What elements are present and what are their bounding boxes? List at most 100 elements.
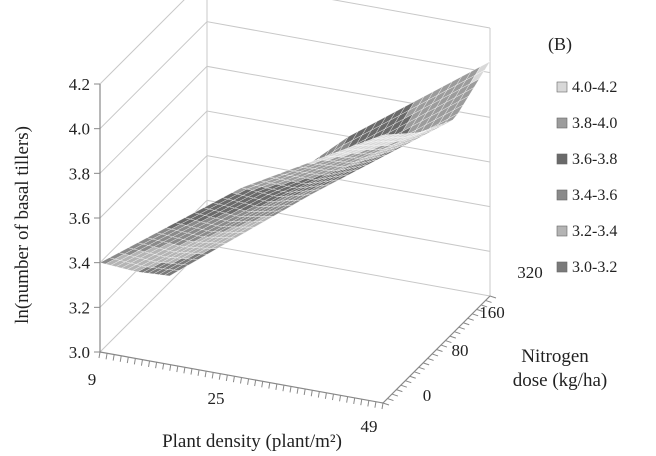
y-tick bbox=[449, 335, 457, 339]
x-tick bbox=[133, 358, 136, 365]
legend-swatch bbox=[556, 81, 568, 93]
x-tick-label: 25 bbox=[208, 389, 225, 408]
legend-swatch bbox=[556, 261, 568, 273]
x-tick bbox=[346, 396, 349, 403]
x-tick bbox=[247, 378, 250, 385]
y-tick bbox=[440, 344, 448, 348]
x-tick bbox=[211, 372, 214, 379]
x-tick bbox=[176, 365, 179, 373]
y-tick bbox=[414, 371, 421, 375]
y-tick bbox=[387, 398, 394, 402]
y-tick bbox=[418, 366, 425, 370]
grid-line bbox=[99, 0, 491, 85]
y-axis-label-line2: dose (kg/ha) bbox=[513, 370, 607, 391]
x-tick bbox=[317, 391, 320, 398]
legend-swatch bbox=[556, 153, 568, 165]
y-tick bbox=[458, 326, 465, 330]
y-axis-label-line1: Nitrogen bbox=[521, 346, 589, 367]
x-tick bbox=[218, 373, 221, 380]
y-tick-label: 320 bbox=[517, 263, 543, 282]
x-tick bbox=[360, 399, 363, 406]
x-tick bbox=[296, 387, 299, 394]
x-tick bbox=[155, 362, 158, 369]
legend-swatch bbox=[556, 189, 568, 201]
x-tick bbox=[324, 392, 327, 399]
y-tick bbox=[431, 353, 439, 357]
x-tick bbox=[268, 382, 271, 389]
x-tick bbox=[331, 393, 334, 401]
z-tick-label: 3.2 bbox=[69, 298, 90, 317]
x-tick bbox=[105, 353, 108, 360]
x-tick bbox=[381, 402, 384, 410]
y-tick bbox=[485, 299, 492, 303]
surface-plot bbox=[99, 60, 491, 277]
x-tick bbox=[254, 379, 257, 387]
x-tick bbox=[261, 381, 264, 388]
y-tick bbox=[427, 357, 434, 361]
y-tick bbox=[472, 313, 479, 317]
x-axis-label: Plant density (plant/m²) bbox=[162, 431, 342, 452]
x-tick-label: 9 bbox=[88, 370, 97, 389]
x-tick bbox=[204, 371, 207, 378]
y-tick bbox=[382, 402, 390, 406]
x-tick bbox=[119, 355, 122, 362]
x-tick bbox=[303, 388, 306, 396]
z-tick-label: 4.2 bbox=[69, 75, 90, 94]
x-tick bbox=[353, 397, 356, 404]
x-tick bbox=[289, 386, 292, 393]
y-tick bbox=[422, 362, 430, 366]
axes: 3.0 3.2 3.4 3.6 3.8 4.0 4.2 9 25 49 0 80 160 320 bbox=[69, 75, 543, 436]
y-tick-label: 80 bbox=[452, 341, 469, 360]
x-tick bbox=[225, 374, 228, 382]
surface-cell bbox=[373, 134, 389, 139]
x-tick bbox=[162, 363, 165, 370]
x-tick bbox=[112, 354, 115, 361]
legend-label: 3.8-4.0 bbox=[572, 115, 617, 132]
legend-label: 3.2-3.4 bbox=[572, 223, 617, 240]
z-tick-label: 3.8 bbox=[69, 164, 90, 183]
legend-swatch bbox=[556, 225, 568, 237]
y-tick bbox=[463, 322, 470, 326]
y-tick bbox=[391, 393, 399, 397]
x-tick bbox=[367, 400, 370, 407]
y-tick bbox=[436, 349, 443, 352]
y-tick bbox=[409, 375, 416, 379]
legend-label: 4.0-4.2 bbox=[572, 79, 617, 96]
y-tick bbox=[476, 308, 483, 312]
x-tick bbox=[98, 351, 101, 359]
z-tick-label: 3.6 bbox=[69, 209, 90, 228]
legend: 4.0-4.2 3.8-4.0 3.6-3.8 3.4-3.6 3.2-3.4 3.0-3… bbox=[556, 79, 617, 276]
x-tick bbox=[374, 401, 377, 408]
x-tick bbox=[126, 357, 129, 364]
x-tick bbox=[148, 360, 151, 368]
x-tick bbox=[275, 383, 278, 390]
y-tick bbox=[396, 389, 403, 393]
panel-label: (B) bbox=[548, 34, 572, 55]
y-tick bbox=[467, 317, 474, 321]
x-tick bbox=[197, 369, 200, 376]
y-tick bbox=[445, 340, 452, 344]
z-tick-label: 3.0 bbox=[69, 343, 90, 362]
x-tick bbox=[240, 377, 242, 384]
x-tick-label: 49 bbox=[361, 417, 378, 436]
y-tick bbox=[400, 384, 407, 388]
y-tick bbox=[480, 304, 488, 308]
z-axis-label: ln(number of basal tillers) bbox=[12, 126, 33, 324]
x-tick bbox=[232, 376, 235, 383]
legend-label: 3.0-3.2 bbox=[572, 259, 617, 276]
x-tick bbox=[140, 359, 143, 366]
x-tick bbox=[190, 368, 193, 375]
y-tick bbox=[489, 295, 497, 299]
x-tick bbox=[169, 364, 172, 371]
legend-swatch bbox=[556, 117, 568, 129]
legend-label: 3.6-3.8 bbox=[572, 151, 617, 168]
x-tick bbox=[310, 390, 313, 397]
z-tick-label: 3.4 bbox=[69, 254, 91, 273]
y-tick-label: 0 bbox=[423, 386, 432, 405]
z-tick-label: 4.0 bbox=[69, 120, 90, 139]
y-tick-label: 160 bbox=[479, 303, 505, 322]
x-tick bbox=[282, 385, 285, 392]
x-tick bbox=[339, 395, 342, 402]
y-tick bbox=[405, 380, 412, 384]
